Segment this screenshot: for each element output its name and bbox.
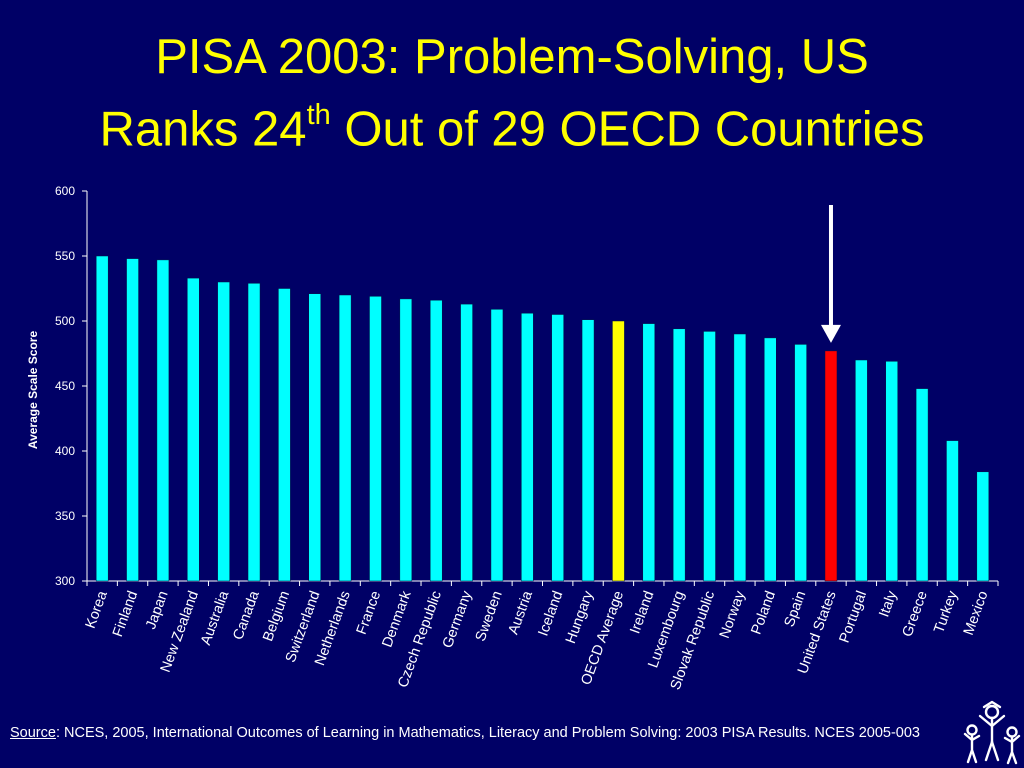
y-tick-label-550: 550: [55, 249, 75, 263]
x-category-label-italy: Italy: [876, 588, 900, 619]
x-category-label-japan: Japan: [143, 589, 172, 632]
x-category-label-mexico: Mexico: [961, 589, 992, 638]
title-line-2-prefix: Ranks 24: [99, 102, 307, 157]
bar-italy: [885, 361, 898, 582]
bar-czech-republic: [429, 299, 443, 582]
bar-ireland: [642, 323, 656, 582]
bar-portugal: [855, 359, 868, 582]
x-category-label-korea: Korea: [83, 588, 112, 631]
bar-denmark: [399, 298, 413, 582]
x-category-label-iceland: Iceland: [535, 589, 566, 638]
bar-oecd-average: [612, 320, 625, 582]
bar-korea: [95, 255, 109, 582]
y-tick-label-600: 600: [55, 184, 75, 198]
title-line-2-superscript: th: [306, 99, 331, 131]
children-logo-icon: [963, 700, 1021, 765]
x-category-label-austria: Austria: [506, 588, 537, 637]
x-category-label-portugal: Portugal: [837, 589, 871, 645]
bar-greece: [915, 388, 929, 582]
x-category-label-finland: Finland: [110, 589, 141, 639]
bar-france: [369, 296, 382, 582]
y-tick-label-500: 500: [55, 314, 75, 328]
bar-canada: [247, 283, 261, 582]
x-category-label-france: France: [354, 589, 384, 637]
bar-sweden: [490, 309, 504, 582]
title-line-2-suffix: Out of 29 OECD Countries: [330, 102, 925, 157]
x-category-label-belgium: Belgium: [260, 589, 293, 644]
bar-slovak-republic: [703, 331, 716, 582]
x-category-label-spain: Spain: [782, 589, 810, 629]
y-axis-title: Average Scale Score: [26, 331, 40, 450]
x-category-label-poland: Poland: [749, 589, 779, 637]
bar-germany: [460, 303, 473, 582]
x-category-label-hungary: Hungary: [563, 588, 597, 646]
bar-united-states: [824, 350, 838, 582]
x-category-label-germany: Germany: [440, 588, 476, 650]
source-label: Source: [10, 725, 56, 741]
x-category-label-canada: Canada: [230, 588, 263, 642]
slide-title: PISA 2003: Problem-Solving, US Ranks 24t…: [0, 26, 1024, 160]
bar-poland: [764, 337, 777, 582]
bar-belgium: [278, 288, 291, 582]
title-line-1: PISA 2003: Problem-Solving, US: [155, 30, 869, 84]
y-tick-label-350: 350: [55, 509, 75, 523]
x-category-label-denmark: Denmark: [379, 588, 414, 649]
bar-chart: 300 350 400 450 500 550 600 Average Scale Score…: [26, 184, 999, 692]
x-category-label-greece: Greece: [900, 589, 931, 639]
x-category-label-norway: Norway: [717, 588, 749, 640]
y-tick-label-400: 400: [55, 444, 75, 458]
bar-switzerland: [308, 293, 321, 582]
y-tick-label-450: 450: [55, 379, 75, 393]
x-category-label-turkey: Turkey: [931, 588, 961, 635]
bar-hungary: [581, 319, 595, 582]
x-category-label-sweden: Sweden: [473, 589, 506, 644]
bar-new-zealand: [187, 277, 200, 582]
bar-finland: [126, 258, 139, 582]
annotation-arrow-head: [820, 324, 841, 343]
source-text: : NCES, 2005, International Outcomes of …: [55, 725, 920, 741]
bar-turkey: [946, 440, 959, 582]
source-note: Source: NCES, 2005, International Outcom…: [10, 724, 960, 743]
x-category-label-australia: Australia: [198, 588, 233, 647]
bar-australia: [217, 281, 230, 582]
x-category-label-ireland: Ireland: [627, 589, 657, 636]
bar-iceland: [551, 314, 564, 582]
bar-japan: [156, 259, 170, 582]
bar-spain: [794, 344, 807, 582]
bar-netherlands: [338, 294, 352, 582]
bar-austria: [521, 312, 534, 582]
bar-mexico: [976, 471, 990, 582]
bar-norway: [733, 333, 747, 582]
bar-luxembourg: [672, 328, 686, 582]
y-tick-label-300: 300: [55, 574, 75, 588]
